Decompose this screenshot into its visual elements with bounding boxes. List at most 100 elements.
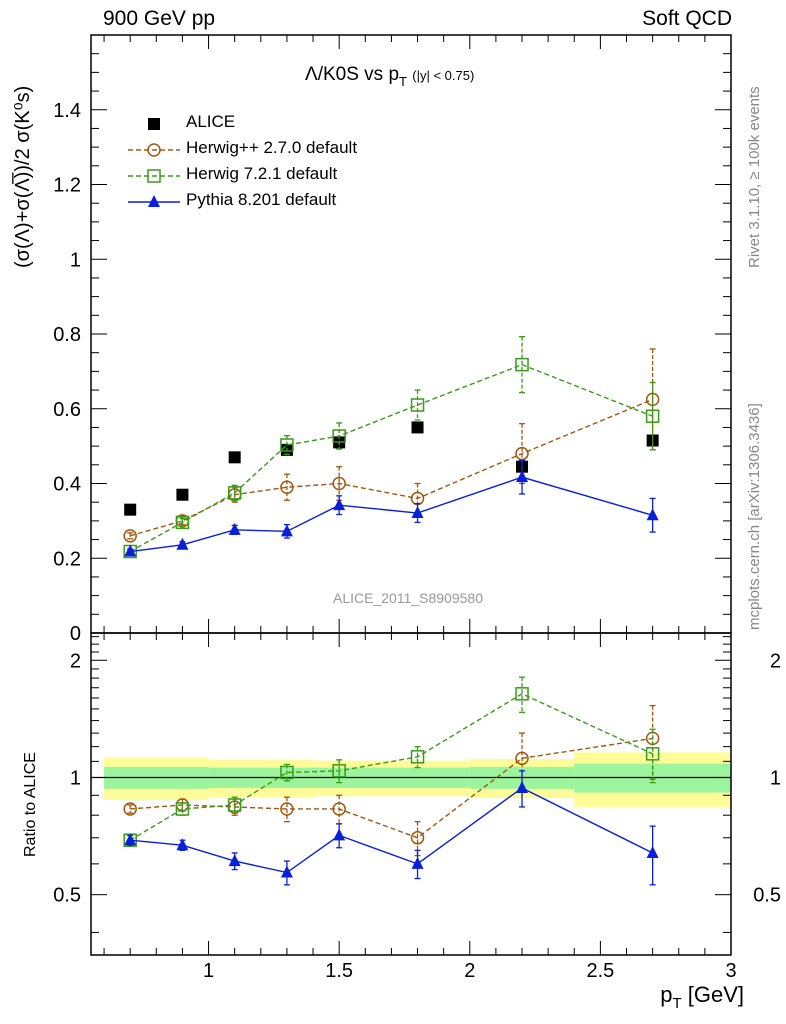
y-tick-label-main: 1 (70, 249, 81, 271)
data-point (227, 798, 242, 812)
series-line (129, 398, 653, 537)
data-point (332, 802, 346, 816)
y-tick-label-ratio: 2 (70, 650, 81, 672)
y-tick-label-main: 0.4 (53, 474, 81, 496)
x-tick-label: 2 (464, 960, 475, 982)
x-tick-label: 1 (203, 960, 214, 982)
y-tick-label-main: 1.2 (53, 175, 81, 197)
data-point (410, 831, 425, 845)
tick-labels: 1 1.5 2 2.5 3 0 0.2 0.4 0.6 0.8 1 1.2 1.4 0.5 0.5 1 1 2 2 (53, 100, 781, 982)
data-point (332, 764, 346, 778)
series-line (129, 363, 653, 553)
y-axis-label-main: (σ(Λ)+σ(Λ̅))/2 σ(K⁰s) (12, 85, 34, 268)
data-point (175, 802, 190, 816)
y-tick-label-ratio-right: 2 (770, 650, 781, 672)
x-tick-label: 2.5 (586, 960, 614, 982)
y-tick-label-main: 0.2 (53, 548, 81, 570)
series-line (129, 693, 653, 841)
data-point (148, 195, 160, 207)
data-point (515, 446, 529, 461)
x-tick-label: 3 (725, 960, 736, 982)
y-tick-label-main: 1.4 (53, 100, 81, 122)
data-point (280, 480, 294, 494)
data-point (280, 765, 294, 780)
series-line (130, 787, 653, 874)
data-point (645, 409, 660, 423)
data-point (124, 544, 137, 557)
plot-title-subscript: T (399, 74, 407, 89)
series-line (130, 737, 653, 839)
data-point (228, 854, 241, 867)
data-point (280, 524, 293, 537)
data-point (646, 845, 659, 858)
data-point (176, 537, 189, 550)
data-point (176, 488, 189, 501)
series-line (130, 476, 653, 553)
data-point (516, 470, 529, 483)
data-point (148, 118, 160, 130)
ratio-series-herwig-7-2-1-default (123, 676, 660, 847)
legend-label: ALICE (186, 112, 236, 131)
data-point (123, 802, 137, 816)
data-point (228, 522, 241, 535)
data-point (411, 506, 424, 519)
legend-label: Herwig++ 2.7.0 default (186, 138, 358, 157)
x-tick-label: 1.5 (325, 960, 353, 982)
y-tick-label-main: 0.8 (53, 324, 81, 346)
data-point (515, 751, 529, 766)
data-point (175, 515, 190, 530)
header-collision-label: 900 GeV pp (103, 7, 216, 30)
legend-markers (128, 118, 180, 207)
ratio-plot-frame (90, 632, 732, 956)
ratio-series-pythia-8-201-default (124, 770, 659, 886)
data-point (333, 828, 346, 841)
main-series-alice (124, 421, 659, 516)
y-tick-label-main: 0.6 (53, 399, 81, 421)
data-point (645, 392, 660, 407)
data-point (147, 169, 161, 183)
y-axis-label-ratio: Ratio to ALICE (22, 752, 39, 857)
data-point (515, 687, 529, 701)
data-point (227, 486, 242, 500)
data-point (332, 476, 346, 491)
main-series-pythia-8-201-default (124, 459, 659, 557)
data-point (645, 747, 660, 761)
plot-title-cut: (|y| < 0.75) (412, 68, 475, 83)
data-point (280, 802, 294, 816)
main-series-herwig-7-2-1-default (123, 335, 660, 559)
analysis-id-watermark: ALICE_2011_S8909580 (333, 590, 483, 606)
data-point (124, 833, 137, 846)
series-layer (123, 335, 660, 886)
plot-title: Λ/K0S vs pT (|y| < 0.75) (305, 64, 475, 89)
data-point (411, 421, 424, 434)
data-point (410, 750, 425, 764)
data-point (280, 438, 294, 452)
data-point (332, 429, 346, 443)
data-point (176, 838, 189, 851)
header-process-label: Soft QCD (642, 7, 732, 30)
rivet-version-note: Rivet 3.1.10, ≥ 100k events (746, 86, 763, 268)
data-point (228, 451, 241, 464)
y-tick-label-ratio-right: 1 (770, 767, 781, 789)
mcplots-reference-note: mcplots.cern.ch [arXiv:1306.3436] (746, 403, 763, 630)
y-tick-label-ratio-right: 0.5 (753, 885, 781, 907)
y-tick-label-main: 0 (70, 623, 81, 645)
data-point (516, 780, 529, 793)
data-point (410, 398, 425, 412)
data-point (646, 508, 659, 521)
data-point (280, 865, 293, 878)
plot-title-main: Λ/K0S vs p (305, 64, 400, 85)
x-axis-label: pT [GeV] (660, 982, 744, 1012)
legend-label: Herwig 7.2.1 default (186, 164, 338, 183)
y-tick-label-ratio: 0.5 (53, 885, 81, 907)
main-series-herwig-2-7-0-default (123, 348, 660, 543)
x-axis-label-subscript: T (672, 995, 682, 1012)
data-point (333, 498, 346, 511)
data-point (515, 357, 529, 372)
legend-label: Pythia 8.201 default (186, 190, 337, 209)
data-point (124, 503, 137, 516)
data-point (147, 143, 161, 157)
x-axis-label-symbol: p (660, 982, 673, 1007)
x-axis-label-unit: [GeV] (687, 982, 744, 1007)
